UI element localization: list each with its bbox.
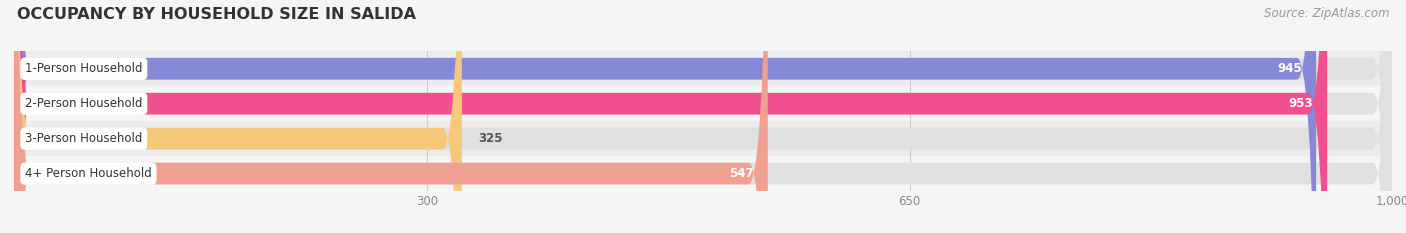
Bar [14, 51, 1392, 86]
FancyBboxPatch shape [14, 0, 768, 233]
Text: 2-Person Household: 2-Person Household [25, 97, 142, 110]
FancyBboxPatch shape [14, 0, 1327, 233]
Bar [14, 156, 1392, 191]
Text: 953: 953 [1289, 97, 1313, 110]
FancyBboxPatch shape [14, 0, 1392, 233]
Text: OCCUPANCY BY HOUSEHOLD SIZE IN SALIDA: OCCUPANCY BY HOUSEHOLD SIZE IN SALIDA [17, 7, 416, 22]
Text: 4+ Person Household: 4+ Person Household [25, 167, 152, 180]
Text: Source: ZipAtlas.com: Source: ZipAtlas.com [1264, 7, 1389, 20]
Text: 945: 945 [1278, 62, 1302, 75]
FancyBboxPatch shape [14, 0, 1392, 233]
Text: 1-Person Household: 1-Person Household [25, 62, 142, 75]
Text: 325: 325 [478, 132, 503, 145]
FancyBboxPatch shape [14, 0, 463, 233]
Bar [14, 121, 1392, 156]
FancyBboxPatch shape [14, 0, 1316, 233]
Bar [14, 86, 1392, 121]
FancyBboxPatch shape [14, 0, 1392, 233]
FancyBboxPatch shape [14, 0, 1392, 233]
Text: 547: 547 [730, 167, 754, 180]
Text: 3-Person Household: 3-Person Household [25, 132, 142, 145]
